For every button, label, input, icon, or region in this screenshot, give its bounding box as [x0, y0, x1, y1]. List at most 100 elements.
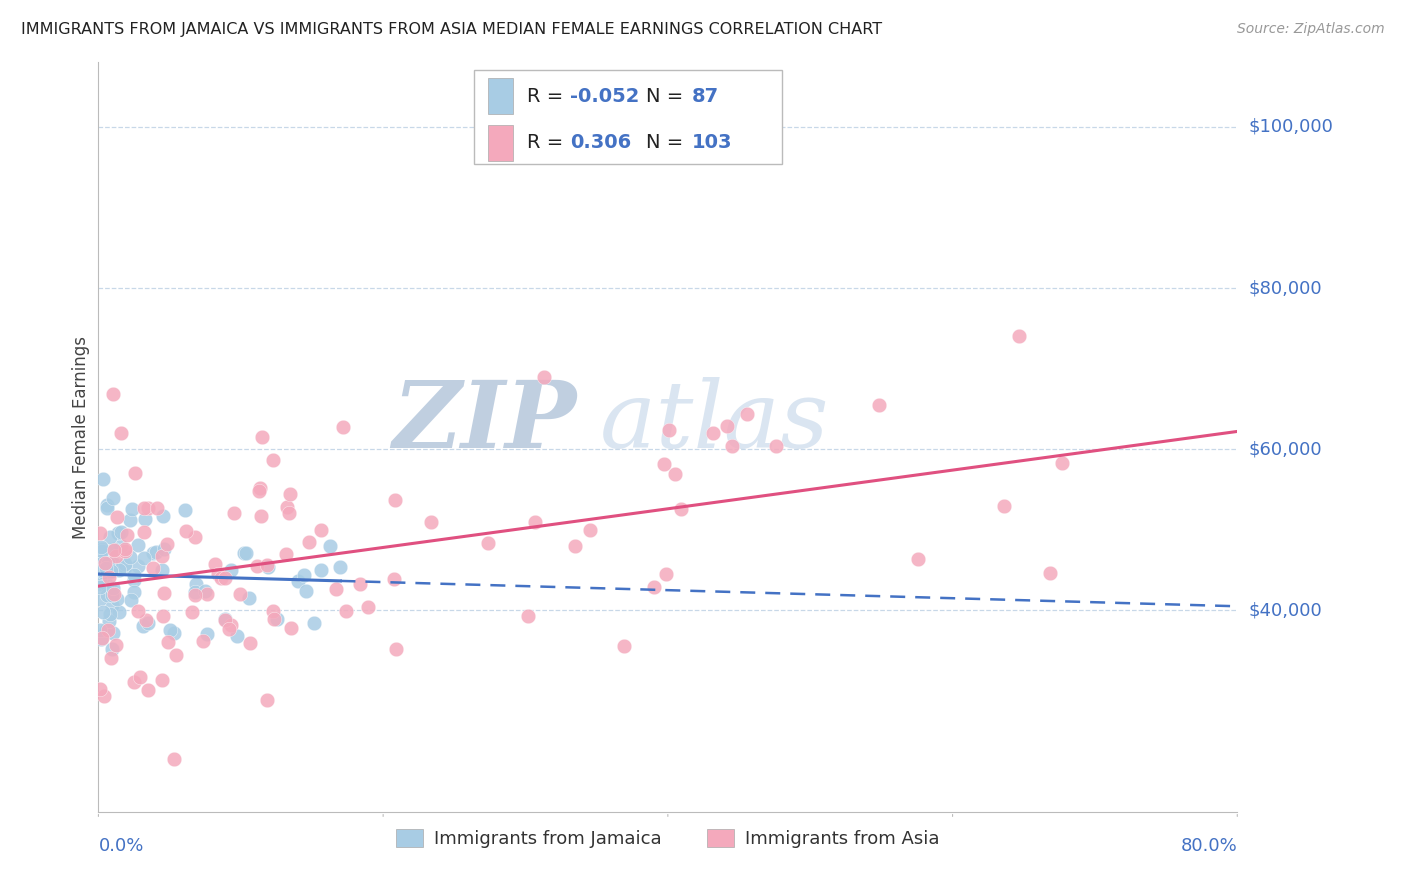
- Point: [103, 386, 125, 401]
- Point: [655, 566, 678, 581]
- Point: [91, 631, 114, 645]
- Point: [97, 565, 120, 579]
- Point: [114, 560, 136, 574]
- Point: [159, 624, 181, 638]
- Point: [702, 425, 724, 440]
- Point: [89, 549, 111, 564]
- Point: [91, 565, 114, 579]
- Point: [239, 636, 262, 650]
- Point: [103, 587, 125, 601]
- Bar: [488, 125, 513, 161]
- Point: [184, 584, 207, 599]
- Point: [384, 493, 406, 508]
- Point: [138, 615, 160, 630]
- Bar: [474, 70, 782, 163]
- Point: [319, 539, 342, 553]
- Text: 87: 87: [692, 87, 718, 105]
- Bar: [488, 78, 513, 114]
- Point: [120, 549, 142, 564]
- Text: $80,000: $80,000: [1249, 279, 1322, 297]
- Point: [107, 563, 129, 577]
- Text: $60,000: $60,000: [1249, 440, 1322, 458]
- Point: [89, 576, 111, 591]
- Point: [129, 670, 152, 684]
- Point: [204, 557, 226, 571]
- Text: R =: R =: [527, 87, 569, 105]
- Point: [134, 512, 156, 526]
- Point: [184, 530, 207, 544]
- Point: [329, 560, 352, 574]
- Point: [219, 618, 242, 632]
- Point: [993, 500, 1015, 514]
- Point: [105, 509, 128, 524]
- Point: [94, 556, 117, 570]
- Point: [195, 627, 218, 641]
- Point: [101, 598, 124, 612]
- Point: [96, 499, 118, 513]
- Text: 0.0%: 0.0%: [98, 837, 143, 855]
- Text: IMMIGRANTS FROM JAMAICA VS IMMIGRANTS FROM ASIA MEDIAN FEMALE EARNINGS CORRELATI: IMMIGRANTS FROM JAMAICA VS IMMIGRANTS FR…: [21, 22, 882, 37]
- Point: [152, 549, 174, 563]
- Point: [89, 526, 111, 541]
- Point: [155, 536, 177, 550]
- Point: [90, 632, 112, 646]
- Point: [262, 453, 284, 467]
- Point: [226, 629, 249, 643]
- Point: [150, 673, 173, 688]
- Point: [97, 556, 120, 570]
- Point: [100, 588, 122, 602]
- Point: [652, 457, 675, 471]
- Point: [136, 682, 159, 697]
- Point: [721, 439, 744, 453]
- Point: [105, 592, 128, 607]
- Point: [214, 612, 236, 626]
- Point: [91, 605, 114, 619]
- Point: [122, 585, 145, 599]
- Point: [349, 577, 371, 591]
- Point: [385, 641, 408, 656]
- Point: [332, 420, 354, 434]
- Point: [335, 604, 357, 618]
- Point: [118, 513, 141, 527]
- Point: [98, 580, 121, 594]
- Point: [96, 588, 118, 602]
- Legend: Immigrants from Jamaica, Immigrants from Asia: Immigrants from Jamaica, Immigrants from…: [389, 822, 946, 855]
- Text: N =: N =: [647, 134, 690, 153]
- Point: [104, 638, 127, 652]
- Point: [94, 560, 117, 574]
- Point: [121, 502, 143, 516]
- Point: [142, 546, 165, 560]
- Point: [101, 581, 124, 595]
- Point: [124, 675, 146, 690]
- Point: [114, 542, 136, 557]
- Point: [250, 430, 273, 444]
- Point: [90, 540, 112, 554]
- Point: [256, 558, 278, 572]
- Point: [382, 572, 405, 586]
- Point: [250, 509, 273, 524]
- Point: [110, 425, 132, 440]
- Point: [195, 587, 218, 601]
- Point: [91, 563, 114, 577]
- Point: [257, 559, 280, 574]
- Point: [132, 501, 155, 516]
- Point: [163, 626, 186, 640]
- Point: [91, 542, 114, 557]
- Point: [262, 603, 284, 617]
- Point: [89, 591, 111, 606]
- Point: [221, 563, 243, 577]
- Point: [419, 515, 441, 529]
- Point: [114, 557, 136, 571]
- Point: [100, 650, 122, 665]
- Point: [287, 574, 309, 588]
- Point: [907, 551, 929, 566]
- Point: [145, 500, 167, 515]
- Point: [209, 571, 232, 585]
- Point: [124, 467, 146, 481]
- Point: [103, 541, 125, 556]
- Point: [229, 587, 252, 601]
- Text: ZIP: ZIP: [392, 377, 576, 467]
- Point: [91, 544, 114, 558]
- Point: [163, 752, 186, 766]
- Text: R =: R =: [527, 134, 569, 153]
